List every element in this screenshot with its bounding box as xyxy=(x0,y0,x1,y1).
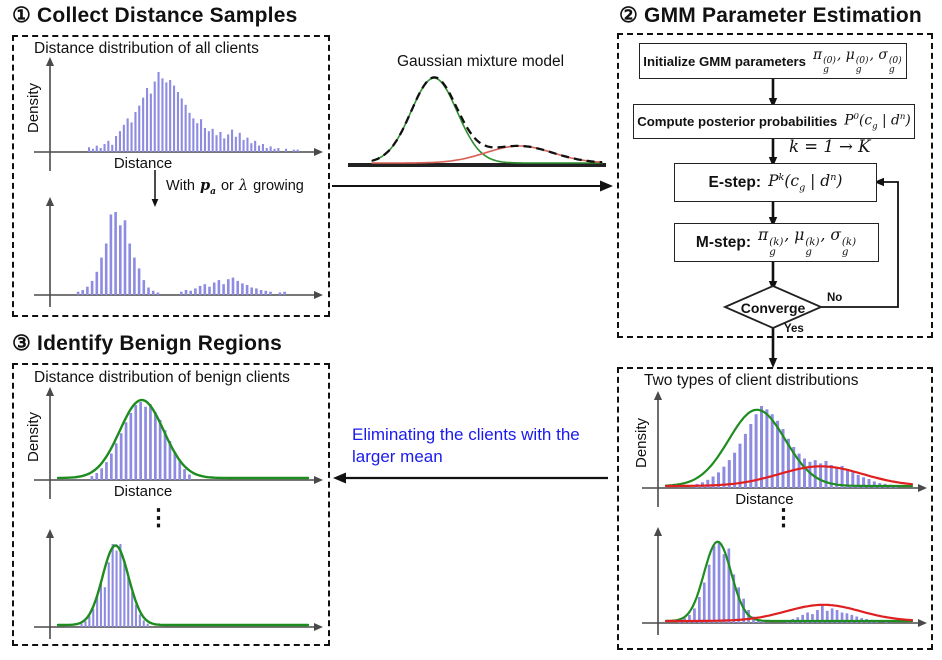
chart-benign-clients-histogram: Density Distance xyxy=(16,386,324,500)
svg-text:Distance: Distance xyxy=(114,155,172,172)
transition-math-lambda: λ xyxy=(238,178,249,194)
transition-mid: or xyxy=(220,178,234,194)
node-e-step-formula: Pk(cg | dn) xyxy=(768,171,843,194)
loop-counter-label: k = 1 → K xyxy=(789,137,871,156)
eliminate-annotation: Eliminating the clients with the larger … xyxy=(352,425,580,467)
transition-pre: With xyxy=(166,178,195,194)
node-m-step: M-step: π (k) g, μ (k) g, σ (k) g xyxy=(674,223,879,262)
svg-text:Density: Density xyxy=(633,417,650,468)
node-posterior-probabilities: Compute posterior probabilities P0(cg | … xyxy=(633,104,915,139)
node-m-step-formula: π (k) g, μ (k) g, σ (k) g xyxy=(758,226,857,259)
panel4-ellipsis: ⋮ xyxy=(772,504,795,530)
section2-heading: ② GMM Parameter Estimation xyxy=(619,4,922,27)
panel4-box xyxy=(617,367,933,650)
panel3-ellipsis: ⋮ xyxy=(147,504,170,530)
svg-text:Distance: Distance xyxy=(735,491,793,508)
node-initialize-gmm: Initialize GMM parameters π (0) g, μ (0) g, … xyxy=(639,43,907,79)
transition-math-pa: pa xyxy=(200,177,216,197)
chart-all-clients-histogram: Density Distance xyxy=(16,56,324,172)
section1-heading: ① Collect Distance Samples xyxy=(12,4,298,27)
converge-no-label: No xyxy=(827,292,843,304)
svg-text:Density: Density xyxy=(25,411,42,462)
panel3-title: Distance distribution of benign clients xyxy=(34,369,290,386)
chart-two-types-bimodal-histogram xyxy=(624,526,928,636)
transition-post: growing xyxy=(253,178,304,194)
gmm-illustration-title: Gaussian mixture model xyxy=(396,53,565,70)
panel1-box xyxy=(12,35,330,317)
chart-gaussian-mixture-model xyxy=(338,64,618,178)
transition-label: With pa or λ growing xyxy=(166,177,304,197)
node-initialize-formula: π (0) g, μ (0) g, σ (0) g xyxy=(813,46,902,76)
node-m-step-label: M-step: xyxy=(695,233,752,251)
chart-two-types-histogram: Density Distance xyxy=(624,390,928,508)
svg-text:Distance: Distance xyxy=(114,483,172,500)
converge-decision-label: Converge xyxy=(740,300,806,316)
node-posterior-formula: P0(cg | dn) xyxy=(844,111,911,132)
panel2-box xyxy=(617,33,933,338)
panel1-title: Distance distribution of all clients xyxy=(34,40,259,57)
converge-yes-label: Yes xyxy=(784,323,804,335)
node-e-step-label: E-step: xyxy=(708,173,762,191)
panel4-title: Two types of client distributions xyxy=(644,372,859,389)
node-initialize-label: Initialize GMM parameters xyxy=(643,53,806,69)
panel3-box xyxy=(12,363,330,646)
svg-text:Density: Density xyxy=(25,82,42,133)
node-e-step: E-step: Pk(cg | dn) xyxy=(674,163,877,202)
chart-benign-narrow-histogram xyxy=(16,528,324,640)
node-posterior-label: Compute posterior probabilities xyxy=(637,114,838,129)
chart-grown-bimodal-histogram xyxy=(16,196,324,308)
section3-heading: ③ Identify Benign Regions xyxy=(12,332,283,355)
